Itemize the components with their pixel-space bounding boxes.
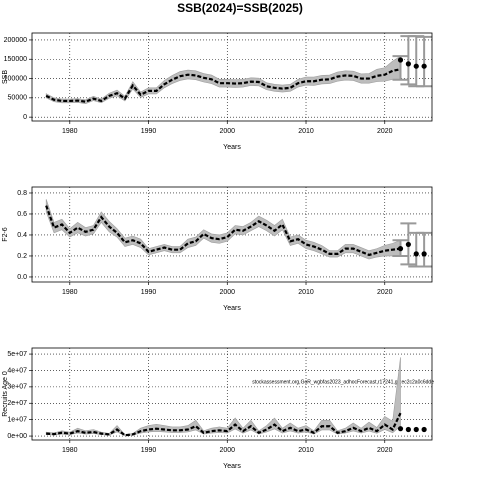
x-axis-label: Years [223,463,241,470]
confidence-band [45,55,401,104]
y-tick-label: 0.8 [17,190,27,197]
x-tick-label: 2000 [219,289,235,296]
y-tick-label: 1e+07 [7,417,27,424]
forecast-point [397,246,404,252]
plot-frame [31,186,433,283]
x-tick-label: 2010 [298,128,314,135]
forecast-point [413,63,419,69]
forecast-point [413,426,419,433]
x-tick-label: 2000 [219,128,235,135]
y-tick-label: 0e+00 [7,433,27,440]
y-tick-label: 50000 [8,95,28,102]
confidence-band [45,357,401,436]
x-tick-label: 1980 [62,128,78,135]
y-axis-label: F2-6 [2,227,9,242]
x-tick-label: 1990 [141,447,157,454]
x-tick-label: 2020 [377,128,393,135]
y-tick-label: 0.6 [17,211,27,218]
x-tick-label: 2020 [377,447,393,454]
forecast-point [413,251,419,257]
y-axis-label: Recruits Age 0 [2,371,9,417]
y-tick-label: 0.4 [17,232,27,239]
y-tick-label: 2e+07 [7,400,27,407]
plot-frame [31,347,433,441]
estimate-line [45,205,401,257]
y-tick-label: 4e+07 [7,367,27,374]
forecast-point [397,426,404,432]
y-tick-label: 0.0 [17,274,27,281]
y-tick-label: 200000 [4,37,27,44]
x-tick-label: 1980 [62,447,78,454]
x-tick-label: 1980 [62,289,78,296]
x-axis-label: Years [223,144,241,151]
confidence-band [45,199,401,260]
y-tick-label: 100000 [4,75,27,82]
annotation: stockassessment.org,GoR_wgbfas2023_adhoc… [252,379,434,385]
y-tick-label: 0 [23,114,27,121]
y-tick-label: 5e+07 [7,351,27,358]
forecast-point [421,251,427,257]
x-tick-label: 2010 [298,447,314,454]
x-tick-label: 1990 [141,289,157,296]
forecast-point [421,63,427,69]
x-tick-label: 2010 [298,289,314,296]
chart-title: SSB(2024)=SSB(2025) [177,1,303,15]
estimate-line [45,68,401,103]
x-axis-label: Years [223,305,241,312]
y-tick-label: 3e+07 [7,384,27,391]
x-tick-label: 2020 [377,289,393,296]
forecast-point [405,426,411,433]
x-tick-label: 1990 [141,128,157,135]
x-tick-label: 2000 [219,447,235,454]
y-tick-label: 0.2 [17,253,27,260]
forecast-point [405,241,411,248]
forecast-point [421,426,427,433]
forecast-point [397,57,404,63]
y-tick-label: 150000 [4,56,27,63]
y-axis-label: SSB [2,70,9,84]
forecast-point [405,61,411,67]
plot-frame [31,32,433,122]
